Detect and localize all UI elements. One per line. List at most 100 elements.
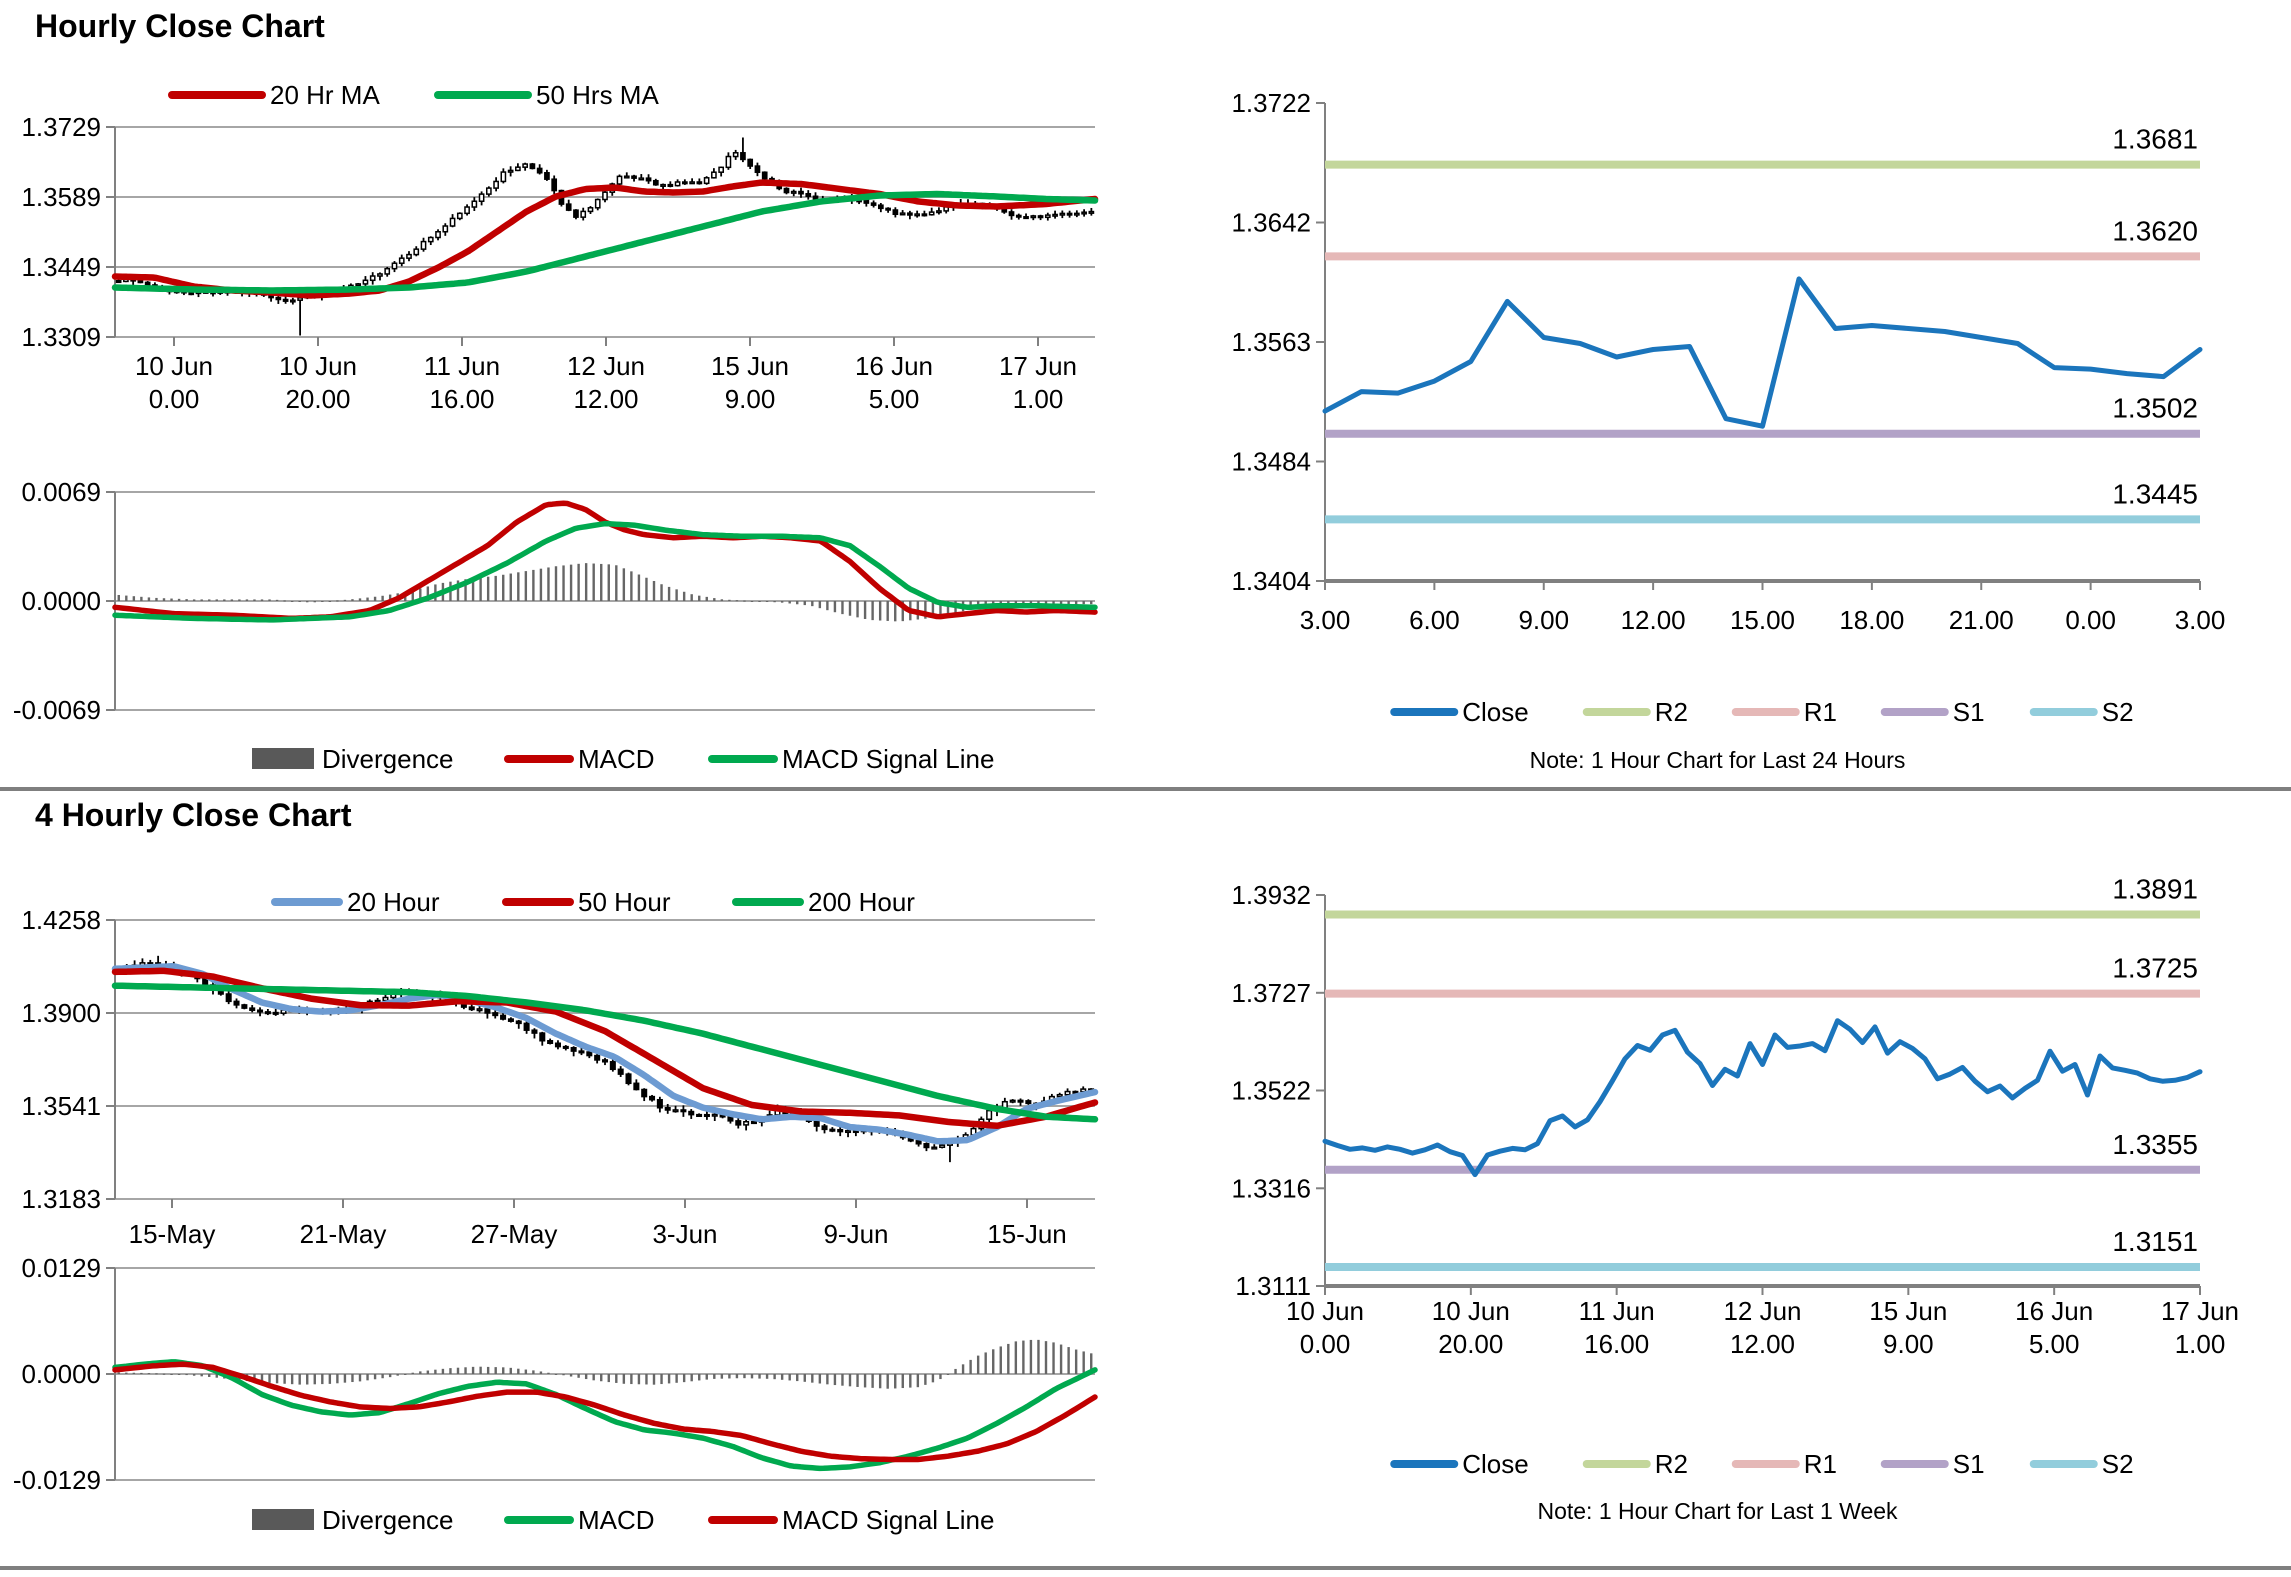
divergence-bar <box>170 598 173 601</box>
divergence-bar <box>758 1374 761 1379</box>
divergence-bar <box>532 1370 535 1374</box>
divergence-bar <box>125 595 128 601</box>
y-tick-label: 1.3642 <box>1231 208 1311 238</box>
candle-body <box>641 1088 648 1098</box>
divergence-bar <box>848 1374 852 1387</box>
divergence-bar <box>743 600 746 602</box>
legend-label: S2 <box>2102 697 2134 727</box>
divergence-bar <box>388 594 392 601</box>
candle-body <box>547 1040 554 1044</box>
candle-body <box>790 190 797 194</box>
divergence-bar <box>818 601 822 609</box>
divergence-bar <box>848 601 852 616</box>
divergence-bar <box>645 1374 648 1385</box>
candle-body <box>374 999 381 1003</box>
candle-body <box>233 1000 240 1006</box>
divergence-bar <box>916 1374 920 1388</box>
x-tick-label: 16 Jun <box>2015 1296 2093 1326</box>
divergence-bar <box>208 1374 211 1377</box>
candle-body <box>420 240 427 250</box>
divergence-bar <box>208 599 211 601</box>
x-tick-label: 10 Jun <box>135 351 213 381</box>
divergence-bar <box>170 1374 173 1375</box>
divergence-bar <box>584 563 588 601</box>
candle-body <box>813 1120 820 1127</box>
candle-body <box>272 1011 279 1015</box>
divergence-bar <box>909 1374 912 1388</box>
divergence-bar <box>720 1374 724 1379</box>
divergence-bar <box>494 575 497 601</box>
y-tick-label: 1.3722 <box>1231 88 1311 118</box>
divergence-bar <box>532 569 535 601</box>
divergence-bar <box>117 594 120 601</box>
candle-body <box>531 1029 538 1034</box>
legend-label: Close <box>1462 1449 1528 1479</box>
divergence-bar <box>275 599 279 601</box>
candle-body <box>500 1014 507 1020</box>
divergence-bar <box>856 1374 859 1387</box>
divergence-bar <box>1022 1340 1025 1374</box>
candle-body <box>899 212 906 216</box>
divergence-bar <box>946 1374 950 1375</box>
divergence-bar <box>147 597 151 601</box>
divergence-bar <box>502 574 505 601</box>
y-tick-label: 1.3316 <box>1231 1173 1311 1203</box>
candle-body <box>137 280 144 284</box>
candle-body <box>515 1020 522 1025</box>
divergence-bar <box>298 601 301 602</box>
candle-body <box>931 1146 938 1150</box>
divergence-bar <box>1090 1353 1093 1374</box>
divergence-bar <box>441 1368 445 1374</box>
candle-body <box>275 296 282 301</box>
divergence-bar <box>351 599 354 601</box>
divergence-bar <box>569 564 573 601</box>
candle-body <box>907 212 913 216</box>
ma-line-50-hrs-ma <box>111 190 1099 294</box>
divergence-bar <box>1037 601 1040 605</box>
divergence-bar <box>652 580 656 601</box>
divergence-bar <box>1029 1339 1033 1374</box>
divergence-bar <box>713 598 716 601</box>
divergence-bar <box>1059 601 1063 605</box>
legend-label: Close <box>1462 697 1528 727</box>
candle-body <box>609 1061 616 1071</box>
candle-body <box>1030 215 1037 219</box>
divergence-bar <box>290 601 294 602</box>
candle-body <box>449 217 456 227</box>
divergence-bar <box>343 1374 347 1383</box>
candle-body <box>652 179 659 186</box>
candle-body <box>377 273 383 277</box>
candle-body <box>391 262 398 270</box>
candle-body <box>427 236 434 243</box>
candle-body <box>761 171 768 180</box>
candle-body <box>633 1082 640 1091</box>
candle-body <box>493 180 499 189</box>
divergence-bar <box>758 601 761 602</box>
hourly-section-title: Hourly Close Chart <box>35 8 325 44</box>
divergence-bar <box>562 1374 565 1376</box>
divergence-bar <box>404 1374 407 1375</box>
divergence-bar <box>637 1374 641 1385</box>
y-tick-label: 1.3484 <box>1231 447 1311 477</box>
candle-body <box>406 253 412 259</box>
x-tick-label: 0.00 <box>1300 1329 1351 1359</box>
candle-body <box>1081 211 1087 215</box>
divergence-bar <box>675 589 678 601</box>
level-label-s1: 1.3355 <box>2112 1129 2198 1160</box>
candle-body <box>476 1008 483 1012</box>
x-tick-label: 15-May <box>129 1219 216 1249</box>
divergence-bar <box>878 601 882 621</box>
divergence-bar <box>290 1374 294 1385</box>
candle-body <box>551 178 558 192</box>
divergence-bar <box>667 1374 671 1384</box>
x-tick-label: 11 Jun <box>1579 1296 1655 1326</box>
y-tick-label: 1.3309 <box>21 322 101 352</box>
divergence-bar <box>750 601 754 602</box>
legend-label: 200 Hour <box>808 887 915 917</box>
divergence-bar <box>1074 1349 1078 1374</box>
divergence-bar <box>780 601 784 603</box>
divergence-bar <box>796 601 799 605</box>
divergence-bar <box>464 579 467 601</box>
candle-body <box>115 279 122 284</box>
close-line <box>1322 276 2203 429</box>
